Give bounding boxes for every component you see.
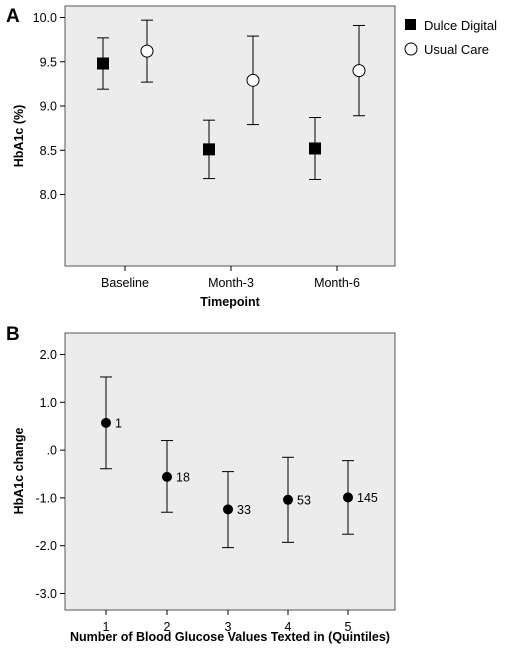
panel-a-marks [97,19,366,180]
panel-a-letter: A [6,6,20,27]
panel-b-x-tick-label: 4 [285,620,292,634]
panel-b-y-axis: -3.0 -2.0 -1.0 .0 1.0 2.0 [35,348,65,601]
panel-a-x-tick-label: Baseline [101,276,149,290]
panel-b-y-tick-label: -2.0 [35,539,57,553]
panel-a-point-square [97,57,109,70]
panel-b-point-circle [162,471,172,482]
panel-a-x-tick-label: Month-3 [208,276,254,290]
panel-a-y-tick-label: 9.5 [40,55,57,69]
legend-usual-care-marker [404,42,418,56]
panel-b-x-axis: 1 2 3 4 5 [103,610,352,634]
panel-a-point-square [203,143,215,156]
panel-a-y-axis: 8.0 8.5 9.0 9.5 10.0 [33,11,65,202]
panel-b-point-circle [101,417,111,428]
panel-b-point-circle [283,494,293,505]
panel-b-point-circle [343,492,353,503]
panel-a-x-axis: Baseline Month-3 Month-6 [101,266,360,290]
panel-b-x-tick-label: 5 [345,620,352,634]
panel-a-y-tick-label: 10.0 [33,11,57,25]
panel-b-marks: 1 18 33 53 145 [100,376,378,549]
panel-a-point-circle-open [140,44,154,58]
panel-b-data-label: 53 [297,493,311,507]
legend: Dulce Digital Usual Care [404,18,497,57]
panel-a-x-axis-title: Timepoint [200,295,260,309]
panel-b-point-circle [223,504,233,515]
panel-b-x-axis-title: Number of Blood Glucose Values Texted in… [70,630,390,644]
panel-b-y-axis-title: HbA1c change [12,428,26,515]
panel-a-point-circle-open [246,73,260,87]
panel-b-x-tick-label: 1 [103,620,110,634]
legend-usual-care-label: Usual Care [424,42,489,57]
panel-a-x-tick-label: Month-6 [314,276,360,290]
panel-b-x-tick-label: 2 [164,620,171,634]
panel-b-x-tick-label: 3 [225,620,232,634]
panel-a-plot-area [64,5,396,267]
panel-a-point-square [309,142,321,155]
legend-dulce-digital-marker [405,19,416,30]
panel-a-y-axis-title: HbA1c (%) [12,105,26,168]
panel-b-data-label: 33 [237,503,251,517]
panel-b-data-label: 145 [357,491,378,505]
panel-b-y-tick-label: -1.0 [35,491,57,505]
panel-b-y-tick-label: -3.0 [35,587,57,601]
legend-dulce-digital-label: Dulce Digital [424,18,497,33]
panel-b-data-label: 1 [115,416,122,430]
panel-a-y-tick-label: 8.5 [40,144,57,158]
panel-a-y-tick-label: 9.0 [40,100,57,114]
panel-b-y-tick-label: .0 [47,444,57,458]
panel-b-y-tick-label: 2.0 [40,348,57,362]
panel-a-point-circle-open [352,64,366,78]
panel-b-y-tick-label: 1.0 [40,396,57,410]
panel-a-y-tick-label: 8.0 [40,188,57,202]
panel-b-letter: B [6,324,20,345]
panel-b-data-label: 18 [176,470,190,484]
